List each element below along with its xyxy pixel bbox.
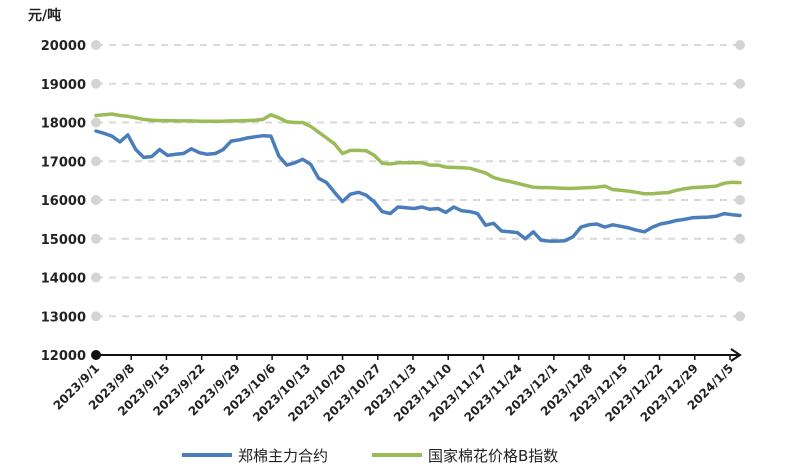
y-tick-label: 13000 <box>41 310 86 325</box>
gridline-dot-left <box>91 156 101 167</box>
gridline-dot-left <box>91 195 101 205</box>
series-lines <box>94 112 742 243</box>
legend: 郑棉主力合约 国家棉花价格B指数 <box>182 447 558 465</box>
x-axis-arrow-icon <box>730 348 742 362</box>
y-tick-label: 15000 <box>41 233 86 248</box>
y-tick-label: 14000 <box>41 272 86 287</box>
gridline-dot-left <box>91 311 101 322</box>
y-tick-label: 17000 <box>41 155 86 170</box>
gridlines <box>91 40 745 322</box>
y-tick-label: 19000 <box>41 78 86 93</box>
series-line-2 <box>94 112 742 196</box>
y-tick-label: 18000 <box>41 117 86 132</box>
series-line-1 <box>94 129 742 243</box>
y-tick-label: 20000 <box>41 39 86 54</box>
y-axis-ticks: 12000 13000 14000 15000 16000 17000 18000 19000… <box>41 39 86 364</box>
gridline-dot-left <box>91 272 101 283</box>
axes <box>91 348 742 362</box>
legend-label-2: 国家棉花价格B指数 <box>428 447 558 465</box>
gridline-dot-left <box>91 40 101 50</box>
y-axis-unit-label: 元/吨 <box>28 7 61 24</box>
legend-label-1: 郑棉主力合约 <box>238 447 328 465</box>
gridline-dot-right <box>735 156 745 167</box>
gridline-dot-right <box>735 272 745 283</box>
gridline-dot-right <box>735 117 745 128</box>
y-tick-label: 16000 <box>41 194 86 209</box>
gridline-dot-right <box>735 233 745 244</box>
gridline-dot-left <box>91 233 101 244</box>
y-tick-label: 12000 <box>41 349 86 364</box>
gridline-dot-right <box>735 78 745 89</box>
gridline-dot-right <box>735 40 745 50</box>
gridline-dot-right <box>735 311 745 322</box>
gridline-dot-right <box>735 195 745 205</box>
x-axis-ticks: 2023/9/12023/9/82023/9/152023/9/222023/9… <box>51 361 737 424</box>
gridline-dot-left <box>91 117 101 128</box>
gridline-dot-left <box>91 78 101 89</box>
